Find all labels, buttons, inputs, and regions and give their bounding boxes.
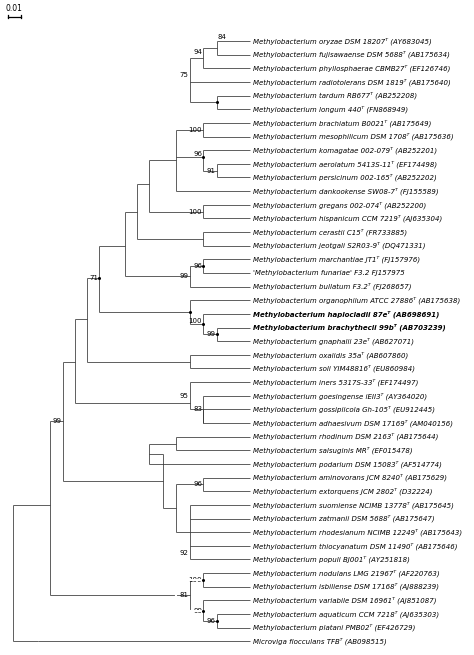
Text: 83: 83: [193, 406, 202, 413]
Text: Methylobacterium nodulans LMG 21967ᵀ (AF220763): Methylobacterium nodulans LMG 21967ᵀ (AF…: [253, 569, 439, 577]
Text: 96: 96: [193, 481, 202, 487]
Text: Methylobacterium jeotgali S2R03-9ᵀ (DQ471331): Methylobacterium jeotgali S2R03-9ᵀ (DQ47…: [253, 242, 425, 250]
Text: 96: 96: [193, 151, 202, 157]
Text: Methylobacterium rhodinum DSM 2163ᵀ (AB175644): Methylobacterium rhodinum DSM 2163ᵀ (AB1…: [253, 433, 438, 440]
Text: Methylobacterium aquaticum CCM 7218ᵀ (AJ635303): Methylobacterium aquaticum CCM 7218ᵀ (AJ…: [253, 610, 438, 618]
Text: 94: 94: [193, 49, 202, 55]
Text: Methylobacterium gossipiicola Gh-105ᵀ (EU912445): Methylobacterium gossipiicola Gh-105ᵀ (E…: [253, 405, 435, 413]
Text: 92: 92: [180, 550, 189, 555]
Text: Methylobacterium zatmanii DSM 5688ᵀ (AB175647): Methylobacterium zatmanii DSM 5688ᵀ (AB1…: [253, 515, 434, 522]
Text: 99: 99: [207, 331, 216, 337]
Text: 84: 84: [218, 34, 227, 40]
Text: 96: 96: [207, 618, 216, 624]
Text: Methylobacterium populi BJ001ᵀ (AY251818): Methylobacterium populi BJ001ᵀ (AY251818…: [253, 555, 410, 563]
Text: Methylobacterium extorquens JCM 2802ᵀ (D32224): Methylobacterium extorquens JCM 2802ᵀ (D…: [253, 487, 432, 495]
Text: Methylobacterium soli YIM48816ᵀ (EU860984): Methylobacterium soli YIM48816ᵀ (EU86098…: [253, 365, 415, 372]
Text: Microviga flocculans TFBᵀ (AB098515): Microviga flocculans TFBᵀ (AB098515): [253, 637, 386, 645]
Text: Methylobacterium thiocyanatum DSM 11490ᵀ (AB175646): Methylobacterium thiocyanatum DSM 11490ᵀ…: [253, 542, 457, 550]
Text: 95: 95: [180, 393, 189, 399]
Text: Methylobacterium phyllosphaerae CBMB27ᵀ (EF126746): Methylobacterium phyllosphaerae CBMB27ᵀ …: [253, 65, 450, 72]
Text: Methylobacterium goesingense iEII3ᵀ (AY364020): Methylobacterium goesingense iEII3ᵀ (AY3…: [253, 392, 427, 400]
Text: Methylobacterium oxalidis 35aᵀ (AB607860): Methylobacterium oxalidis 35aᵀ (AB607860…: [253, 351, 408, 358]
Text: Methylobacterium organophilum ATCC 27886ᵀ (AB175638): Methylobacterium organophilum ATCC 27886…: [253, 297, 460, 304]
Text: Methylobacterium persicinum 002-165ᵀ (AB252202): Methylobacterium persicinum 002-165ᵀ (AB…: [253, 174, 436, 181]
Text: Methylobacterium haplocladii 87eᵀ (AB698691): Methylobacterium haplocladii 87eᵀ (AB698…: [253, 310, 439, 318]
Text: Methylobacterium brachiatum B0021ᵀ (AB175649): Methylobacterium brachiatum B0021ᵀ (AB17…: [253, 119, 431, 126]
Text: Methylobacterium adhaesivum DSM 17169ᵀ (AM040156): Methylobacterium adhaesivum DSM 17169ᵀ (…: [253, 419, 453, 427]
Text: 100: 100: [189, 577, 202, 583]
Text: 'Methylobacterium funariae' F3.2 FJ157975: 'Methylobacterium funariae' F3.2 FJ15797…: [253, 270, 404, 276]
Text: 0.01: 0.01: [6, 4, 23, 13]
Text: Methylobacterium komagatae 002-079ᵀ (AB252201): Methylobacterium komagatae 002-079ᵀ (AB2…: [253, 147, 437, 154]
Text: Methylobacterium fujisawaense DSM 5688ᵀ (AB175634): Methylobacterium fujisawaense DSM 5688ᵀ …: [253, 51, 449, 58]
Text: 99: 99: [53, 419, 62, 424]
Text: Methylobacterium aminovorans JCM 8240ᵀ (AB175629): Methylobacterium aminovorans JCM 8240ᵀ (…: [253, 474, 447, 481]
Text: Methylobacterium gregans 002-074ᵀ (AB252200): Methylobacterium gregans 002-074ᵀ (AB252…: [253, 201, 426, 208]
Text: Methylobacterium iners 5317S-33ᵀ (EF174497): Methylobacterium iners 5317S-33ᵀ (EF1744…: [253, 379, 418, 386]
Text: Methylobacterium oryzae DSM 18207ᵀ (AY683045): Methylobacterium oryzae DSM 18207ᵀ (AY68…: [253, 37, 431, 45]
Text: Methylobacterium mesophilicum DSM 1708ᵀ (AB175636): Methylobacterium mesophilicum DSM 1708ᵀ …: [253, 133, 453, 140]
Text: 71: 71: [89, 276, 98, 282]
Text: Methylobacterium radiotolerans DSM 1819ᵀ (AB175640): Methylobacterium radiotolerans DSM 1819ᵀ…: [253, 78, 450, 86]
Text: Methylobacterium longum 440ᵀ (FN868949): Methylobacterium longum 440ᵀ (FN868949): [253, 105, 408, 113]
Text: 99: 99: [180, 273, 189, 280]
Text: Methylobacterium dankookense SW08-7ᵀ (FJ155589): Methylobacterium dankookense SW08-7ᵀ (FJ…: [253, 187, 438, 195]
Text: 99: 99: [193, 608, 202, 614]
Text: Methylobacterium rhodesianum NCIMB 12249ᵀ (AB175643): Methylobacterium rhodesianum NCIMB 12249…: [253, 529, 462, 536]
Text: 81: 81: [180, 592, 189, 598]
Text: Methylobacterium aerolatum 5413S-11ᵀ (EF174498): Methylobacterium aerolatum 5413S-11ᵀ (EF…: [253, 160, 437, 168]
Text: 96: 96: [193, 263, 202, 269]
Text: Methylobacterium marchantiae JT1ᵀ (FJ157976): Methylobacterium marchantiae JT1ᵀ (FJ157…: [253, 255, 419, 263]
Text: Methylobacterium salsuginis MRᵀ (EF015478): Methylobacterium salsuginis MRᵀ (EF01547…: [253, 447, 412, 454]
Text: Methylobacterium gnaphalii 23eᵀ (AB627071): Methylobacterium gnaphalii 23eᵀ (AB62707…: [253, 337, 413, 345]
Text: Methylobacterium suomiense NCIMB 13778ᵀ (AB175645): Methylobacterium suomiense NCIMB 13778ᵀ …: [253, 501, 454, 509]
Text: 75: 75: [180, 72, 189, 78]
Text: 100: 100: [189, 208, 202, 215]
Text: Methylobacterium tardum RB677ᵀ (AB252208): Methylobacterium tardum RB677ᵀ (AB252208…: [253, 92, 417, 100]
Text: Methylobacterium cerastii C15ᵀ (FR733885): Methylobacterium cerastii C15ᵀ (FR733885…: [253, 229, 407, 236]
Text: Methylobacterium variabile DSM 16961ᵀ (AJ851087): Methylobacterium variabile DSM 16961ᵀ (A…: [253, 597, 436, 604]
Text: 100: 100: [189, 127, 202, 133]
Text: Methylobacterium podarium DSM 15083ᵀ (AF514774): Methylobacterium podarium DSM 15083ᵀ (AF…: [253, 460, 441, 468]
Text: 100: 100: [189, 318, 202, 324]
Text: Methylobacterium hispanicum CCM 7219ᵀ (AJ635304): Methylobacterium hispanicum CCM 7219ᵀ (A…: [253, 215, 442, 222]
Text: Methylobacterium bullatum F3.2ᵀ (FJ268657): Methylobacterium bullatum F3.2ᵀ (FJ26865…: [253, 283, 411, 290]
Text: Methylobacterium platani PMB02ᵀ (EF426729): Methylobacterium platani PMB02ᵀ (EF42672…: [253, 624, 415, 631]
Text: 91: 91: [207, 168, 216, 174]
Text: Methylobacterium brachythecii 99bᵀ (AB703239): Methylobacterium brachythecii 99bᵀ (AB70…: [253, 324, 445, 331]
Text: Methylobacterium isbiliense DSM 17168ᵀ (AJ888239): Methylobacterium isbiliense DSM 17168ᵀ (…: [253, 583, 438, 591]
